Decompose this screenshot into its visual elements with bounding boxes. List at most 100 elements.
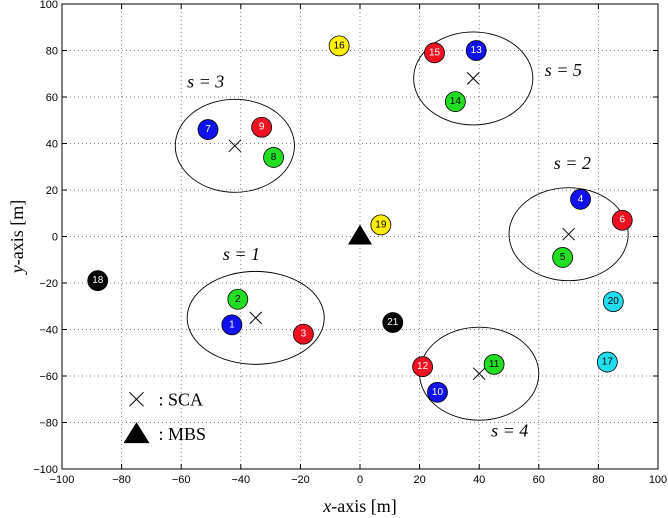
x-tick-label: −80 — [112, 474, 131, 486]
user-point: 15 — [424, 42, 445, 64]
y-axis-label: y-axis [m] — [7, 200, 27, 275]
markers — [228, 72, 575, 381]
x-axis-label-var: x — [322, 496, 331, 516]
user-point-label: 14 — [450, 96, 462, 107]
legend-sca-label: : SCA — [159, 389, 204, 409]
mbs-triangle-marker — [348, 224, 372, 245]
user-point-circle — [596, 351, 618, 373]
user-point-circle — [444, 91, 466, 113]
user-point: 10 — [427, 381, 448, 403]
x-tick-label: 0 — [357, 474, 363, 486]
user-point-label: 4 — [578, 194, 584, 205]
user-point-circle — [328, 35, 350, 57]
sca-cross-stroke — [472, 367, 486, 381]
user-point-circle — [197, 119, 219, 140]
sca-cross-marker — [472, 367, 486, 381]
user-point-circle — [570, 188, 591, 210]
user-point-circle — [611, 209, 633, 231]
grid-lines — [62, 4, 658, 469]
user-point: 14 — [444, 91, 466, 113]
user-point-label: 11 — [489, 359, 500, 370]
x-tick-label: 60 — [533, 474, 545, 486]
x-tick-label: −60 — [172, 474, 191, 486]
user-point-label: 21 — [387, 317, 399, 328]
sca-cross-marker — [249, 311, 263, 325]
x-tick-label: 100 — [649, 474, 667, 486]
user-point-label: 9 — [259, 122, 265, 133]
user-point-label: 5 — [560, 252, 566, 263]
user-point-circle — [412, 356, 433, 378]
sca-cross-stroke — [228, 139, 242, 153]
cluster-label: s = 4 — [491, 420, 528, 440]
sca-cross-stroke — [562, 227, 575, 241]
user-point: 4 — [570, 188, 591, 210]
y-tick-label: 0 — [52, 232, 58, 244]
user-point: 12 — [412, 356, 433, 378]
sca-cross-stroke — [249, 311, 263, 325]
y-tick-label: −100 — [33, 464, 58, 476]
sca-cross-marker — [562, 227, 575, 241]
user-point-circle — [427, 381, 448, 403]
y-axis-label-var: y — [7, 265, 27, 275]
user-point: 5 — [552, 247, 574, 268]
cluster-circle — [186, 270, 325, 365]
user-point-circle — [370, 214, 392, 236]
user-point-label: 12 — [417, 361, 429, 372]
cluster-label: s = 3 — [187, 72, 224, 92]
user-point-label: 16 — [334, 40, 346, 51]
user-point: 19 — [370, 214, 392, 236]
user-point-label: 2 — [235, 294, 241, 305]
user-point: 13 — [465, 40, 487, 61]
legend: : SCA : MBS — [123, 389, 207, 444]
user-point-label: 10 — [432, 387, 444, 398]
user-point: 1 — [221, 314, 243, 336]
cluster-label: s = 5 — [545, 60, 582, 80]
legend-triangle-icon — [123, 422, 150, 444]
user-point: 7 — [197, 119, 219, 140]
user-point-circle — [483, 353, 505, 375]
user-point-label: 19 — [375, 219, 387, 230]
y-tick-label: 60 — [46, 92, 58, 104]
user-point-circle — [263, 147, 284, 168]
sca-cross-stroke — [466, 72, 480, 85]
y-tick-label: −80 — [39, 418, 58, 430]
user-point-circle — [424, 42, 445, 64]
user-point-circle — [251, 116, 273, 138]
user-point: 8 — [263, 147, 284, 168]
y-tick-label: −20 — [39, 278, 58, 290]
user-point-label: 13 — [471, 45, 483, 56]
user-point-circle — [221, 314, 243, 336]
user-point: 18 — [87, 270, 109, 292]
y-tick-label: 80 — [46, 46, 58, 58]
axis-ticks: −100 −80 −60 −40 −20 0 20 40 60 80 100−100−80−60−4… — [33, 0, 667, 486]
user-point: 20 — [602, 291, 624, 313]
cluster-circle — [508, 187, 629, 282]
sca-cross-marker — [466, 72, 480, 85]
legend-mbs-label: : MBS — [159, 424, 207, 444]
user-point: 2 — [227, 288, 249, 310]
user-point-circle — [87, 270, 109, 292]
x-tick-label: 40 — [473, 474, 485, 486]
x-tick-label: 80 — [592, 474, 604, 486]
x-tick-label: −20 — [291, 474, 310, 486]
user-point: 9 — [251, 116, 273, 138]
user-point: 16 — [328, 35, 350, 57]
x-tick-label: 20 — [413, 474, 425, 486]
user-point-circle — [465, 40, 487, 61]
y-axis-label-rest: -axis [m] — [7, 200, 27, 265]
user-point: 21 — [382, 312, 404, 333]
user-point-label: 7 — [205, 124, 211, 135]
cluster-label: s = 1 — [223, 244, 260, 264]
user-point: 17 — [596, 351, 618, 373]
user-point-label: 18 — [92, 275, 104, 286]
cluster-circle — [174, 98, 295, 193]
user-point-circle — [382, 312, 404, 333]
user-point-circle — [602, 291, 624, 313]
x-tick-label: −40 — [231, 474, 250, 486]
user-point-label: 1 — [229, 319, 235, 330]
user-point-label: 17 — [602, 357, 614, 368]
legend-cross-icon — [129, 391, 144, 407]
x-axis-label: x-axis [m] — [322, 496, 396, 516]
